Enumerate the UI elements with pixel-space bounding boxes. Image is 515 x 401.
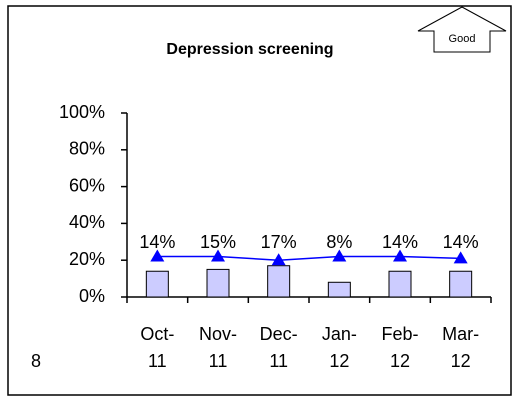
marker — [271, 253, 286, 266]
page-number: 8 — [31, 351, 41, 371]
y-tick-label: 40% — [69, 212, 105, 232]
value-label: 8% — [326, 232, 352, 252]
x-tick-label: Mar-12 — [442, 324, 479, 371]
x-tick-label: Feb-12 — [381, 324, 418, 371]
y-tick-label: 60% — [69, 175, 105, 195]
y-tick-label: 0% — [79, 286, 105, 306]
good-arrow — [417, 6, 507, 53]
marker — [332, 249, 347, 262]
x-tick-label: Jan-12 — [322, 324, 357, 371]
chart-title: Depression screening — [166, 41, 333, 58]
y-tick-label: 80% — [69, 139, 105, 159]
marker — [393, 249, 407, 262]
value-label: 17% — [261, 232, 297, 252]
y-tick-label: 20% — [69, 249, 105, 269]
bar — [388, 270, 412, 298]
marker — [150, 249, 165, 262]
bar — [267, 265, 291, 298]
value-label: 15% — [200, 232, 236, 252]
x-tick-label: Nov-11 — [199, 324, 237, 371]
value-label: 14% — [139, 232, 175, 252]
bar — [206, 268, 230, 298]
line — [157, 255, 461, 261]
bar — [327, 281, 351, 298]
bar — [145, 270, 169, 298]
value-label: 14% — [443, 232, 479, 252]
x-tick-label: Oct-11 — [140, 324, 174, 371]
frame — [7, 5, 512, 396]
value-label: 14% — [382, 232, 418, 252]
bar — [449, 270, 473, 298]
y-tick-label: 100% — [59, 102, 105, 122]
marker — [211, 249, 225, 262]
x-tick-label: Dec-11 — [260, 324, 298, 371]
marker — [453, 251, 468, 264]
annotation: Good — [449, 33, 476, 45]
